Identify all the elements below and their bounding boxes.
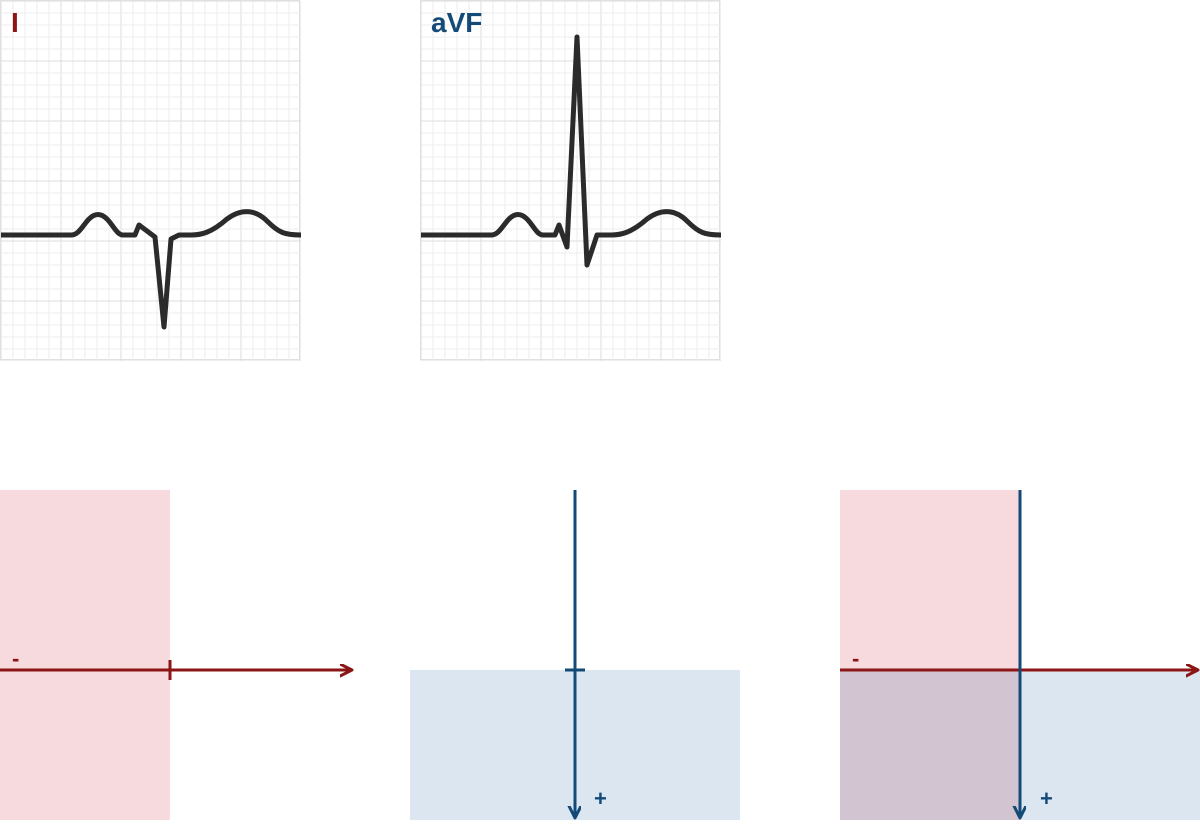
vector-sign-label: + (594, 786, 607, 811)
vector-sign-label: - (12, 646, 19, 671)
vector-panel-I: - (0, 490, 360, 820)
vector-panel-combined: -+ (840, 490, 1200, 820)
ecg-label-lead-aVF: aVF (431, 7, 482, 39)
ecg-grid-aVF (421, 1, 721, 361)
vector-sign-label: + (1040, 786, 1053, 811)
vector-sign-label: - (852, 646, 859, 671)
vector-svg-I: - (0, 490, 360, 820)
vector-svg-aVF: + (410, 490, 770, 820)
ecg-panel-lead-I: I (0, 0, 300, 360)
ecg-panel-lead-aVF: aVF (420, 0, 720, 360)
ecg-grid-I (1, 1, 301, 361)
ecg-label-lead-I: I (11, 7, 19, 39)
vector-panel-aVF: + (410, 490, 770, 820)
vector-svg-combined: -+ (840, 490, 1200, 820)
